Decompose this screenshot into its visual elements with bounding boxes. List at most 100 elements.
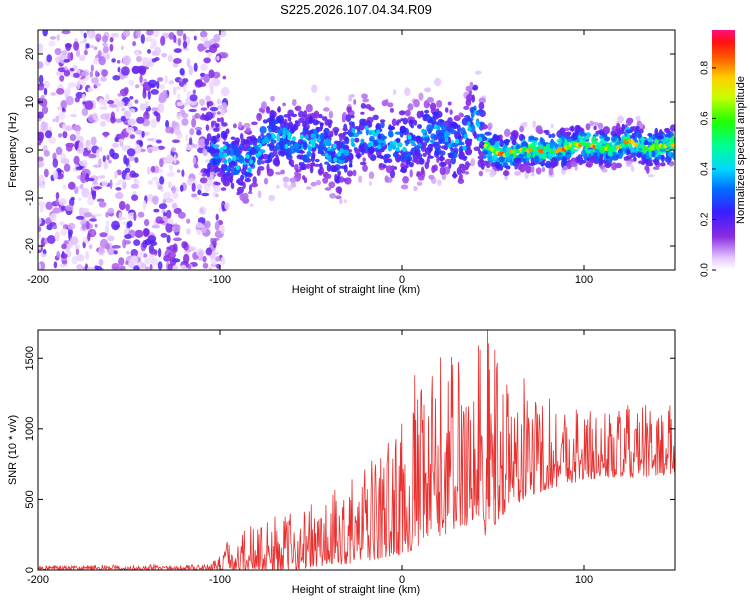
spectrogram-cell [111, 152, 120, 160]
spectrogram-cell [490, 162, 495, 168]
spectrogram-cell [135, 30, 141, 38]
spectrogram-cell [261, 101, 267, 110]
spectrogram-cell [652, 159, 658, 163]
spectrogram-cell [348, 94, 353, 102]
spectrogram-cell [134, 50, 141, 57]
spectrogram-cell [127, 155, 136, 161]
spectrogram-cell [589, 155, 597, 164]
spectrogram-cell [296, 154, 303, 160]
spectrogram-cell [432, 164, 438, 172]
spectrogram-y-tick-label: 0 [24, 147, 36, 153]
spectrogram-ridge-point [235, 165, 240, 171]
spectrogram-cell [405, 163, 409, 169]
spectrogram-cell [172, 237, 182, 242]
spectrogram-cell [496, 135, 501, 141]
spectrogram-cell [209, 164, 217, 170]
spectrogram-cell [125, 203, 130, 212]
spectrogram-ridge-point [364, 125, 369, 131]
spectrogram-cell [166, 246, 171, 250]
spectrogram-cell [124, 234, 132, 240]
spectrogram-cell [133, 211, 137, 221]
spectrogram-cell [226, 177, 234, 182]
spectrogram-cell [332, 126, 340, 133]
spectrogram-cell [199, 98, 206, 107]
spectrogram-cell [256, 112, 262, 122]
spectrogram-cell [276, 133, 281, 142]
spectrogram-cell [220, 224, 225, 235]
spectrogram-cell [112, 142, 119, 149]
spectrogram-cell [60, 205, 67, 211]
spectrogram-cell [335, 186, 343, 194]
spectrogram-cell [104, 243, 111, 250]
spectrogram-cell [52, 170, 59, 180]
spectrogram-cell [635, 115, 641, 121]
spectrogram-cell [199, 77, 206, 81]
snr-x-tick-label: -100 [209, 574, 231, 586]
spectrogram-cell [414, 145, 420, 151]
snr-y-label: SNR (10 * v/v) [7, 415, 19, 485]
spectrogram-cell [99, 232, 108, 238]
spectrogram-cell [382, 164, 387, 169]
spectrogram-cell [186, 58, 191, 68]
spectrogram-cell [85, 173, 90, 183]
spectrogram-cell [99, 200, 103, 208]
spectrogram-cell [617, 115, 624, 124]
spectrogram-cell [645, 166, 650, 174]
spectrogram-cell [197, 82, 207, 87]
snr-series-line [38, 330, 675, 570]
spectrogram-cell [150, 38, 157, 49]
spectrogram-cell [217, 172, 223, 178]
spectrogram-cell [335, 195, 342, 200]
spectrogram-cell [198, 172, 203, 176]
spectrogram-cell [38, 180, 44, 189]
spectrogram-cell [144, 266, 150, 270]
spectrogram-cell [302, 126, 309, 132]
spectrogram-cell [230, 136, 236, 140]
spectrogram-cell [400, 167, 406, 173]
spectrogram-cell [128, 108, 136, 114]
spectrogram-cell [196, 183, 203, 191]
spectrogram-cell [491, 154, 498, 161]
spectrogram-cell [243, 122, 251, 128]
spectrogram-cell [348, 121, 354, 126]
spectrogram-cell [539, 144, 544, 150]
spectrogram-cell [92, 112, 98, 121]
spectrogram-cell [100, 175, 106, 179]
spectrogram-cell [145, 36, 152, 42]
spectrogram-cell [478, 97, 486, 104]
spectrogram-cell [326, 163, 332, 172]
spectrogram-cell [193, 196, 200, 201]
spectrogram-cell [165, 154, 174, 165]
spectrogram-cell [438, 139, 443, 145]
spectrogram-cell [429, 102, 437, 111]
spectrogram-cell [514, 171, 521, 176]
spectrogram-cell [664, 155, 672, 163]
spectrogram-cell [203, 73, 210, 84]
spectrogram-cell [79, 54, 86, 61]
spectrogram-cell [58, 133, 63, 138]
spectrogram-cell [129, 134, 136, 140]
spectrogram-cell [73, 125, 82, 132]
spectrogram-cell [148, 180, 153, 186]
spectrogram-ridge-point [219, 147, 224, 153]
spectrogram-y-ticks: -20 -10 0 10 20 [24, 48, 675, 254]
spectrogram-cell [220, 175, 226, 183]
spectrogram-cell [139, 103, 147, 111]
spectrogram-cell [79, 183, 84, 190]
spectrogram-cell [40, 121, 47, 131]
spectrogram-cell [98, 247, 105, 256]
spectrogram-cell [622, 125, 626, 130]
spectrogram-x-tick-label: -100 [209, 274, 231, 286]
spectrogram-ridge-point [284, 144, 289, 150]
spectrogram-cells [38, 30, 675, 270]
spectrogram-cell [59, 221, 65, 226]
spectrogram-cell [344, 136, 350, 145]
spectrogram-cell [415, 135, 421, 140]
spectrogram-ridge-point [436, 125, 441, 130]
spectrogram-cell [197, 138, 206, 149]
spectrogram-cell [267, 154, 271, 159]
spectrogram-cell [168, 32, 175, 40]
spectrogram-cell [409, 169, 413, 178]
spectrogram-cell [607, 151, 613, 157]
spectrogram-cell [99, 106, 108, 110]
